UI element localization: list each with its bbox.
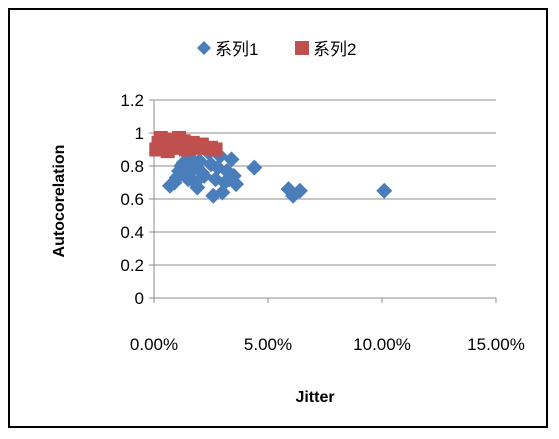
x-tick-labels: 0.00% 5.00% 10.00% 15.00% — [130, 335, 525, 354]
legend-label-series-1: 系列1 — [215, 40, 258, 59]
series-1-point — [376, 182, 393, 199]
legend-marker-series-2 — [295, 41, 309, 55]
scatter-chart: 系列1 系列2 0 0.2 0.4 0.6 0.8 1 1.2 0.00% 5.00% 10.00… — [51, 40, 525, 406]
y-tick-label: 0 — [135, 289, 144, 308]
series-1-point — [246, 159, 263, 176]
legend-marker-series-1 — [197, 41, 211, 55]
x-axis-title: Jitter — [295, 389, 334, 406]
series-layer — [149, 130, 393, 204]
series-1-point — [191, 153, 208, 170]
series-2 — [149, 130, 223, 159]
x-tick-label: 5.00% — [244, 335, 292, 354]
y-tick-label: 0.4 — [120, 223, 144, 242]
series-1-point — [223, 151, 240, 168]
y-tick-label: 1 — [135, 124, 144, 143]
series-1-point — [189, 179, 206, 196]
series-1-point — [228, 176, 245, 193]
legend-label-series-2: 系列2 — [313, 40, 356, 59]
chart-frame: 系列1 系列2 0 0.2 0.4 0.6 0.8 1 1.2 0.00% 5.00% 10.00… — [8, 8, 548, 428]
x-tick-label: 10.00% — [353, 335, 411, 354]
x-tick-label: 0.00% — [130, 335, 178, 354]
legend: 系列1 系列2 — [197, 40, 356, 59]
y-axis-title: Autocorelation — [51, 145, 68, 258]
series-1-point — [291, 182, 308, 199]
y-tick-labels: 0 0.2 0.4 0.6 0.8 1 1.2 — [120, 91, 144, 308]
y-tick-label: 1.2 — [120, 91, 144, 110]
series-2-point — [208, 142, 223, 157]
x-tick-label: 15.00% — [467, 335, 525, 354]
series-1-point — [196, 167, 213, 184]
y-tick-label: 0.6 — [120, 190, 144, 209]
axes — [149, 99, 497, 303]
y-tick-label: 0.2 — [120, 256, 144, 275]
y-tick-label: 0.8 — [120, 157, 144, 176]
